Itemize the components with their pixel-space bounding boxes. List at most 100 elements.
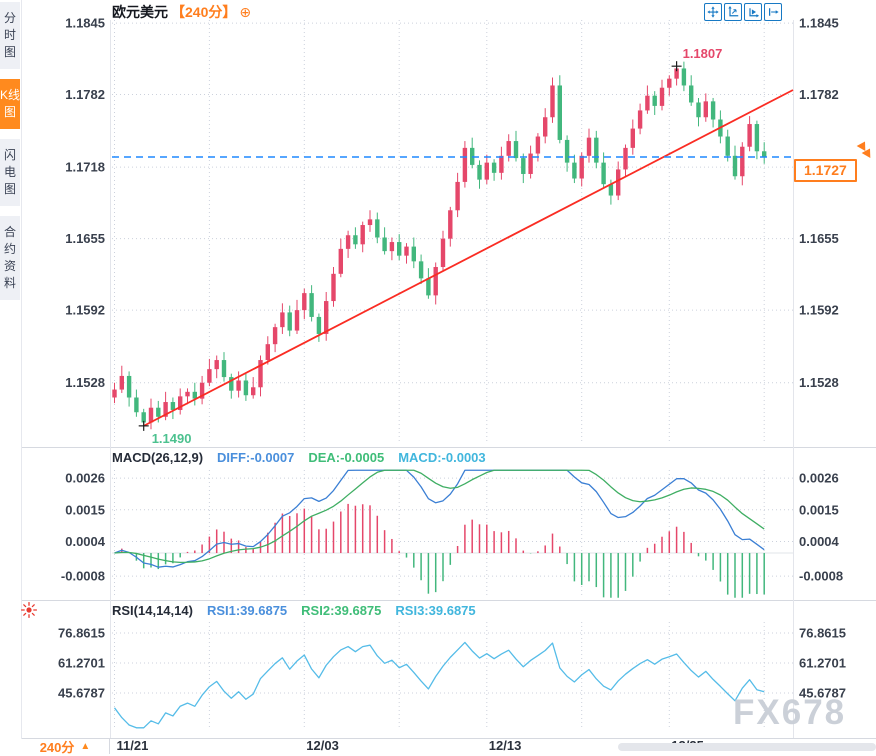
sidebar-tab-timeshare[interactable]: 分时图 — [0, 2, 20, 69]
axis-tick-label-right: 76.8615 — [799, 626, 846, 641]
axis-tick-label-left: 45.6787 — [58, 686, 105, 701]
axis-tick-label-left: -0.0008 — [61, 569, 105, 584]
rsi3-value: RSI3:39.6875 — [395, 603, 476, 618]
horizontal-scrollbar-thumb[interactable] — [618, 743, 876, 751]
candle-body — [192, 391, 197, 399]
candle-body — [294, 310, 300, 331]
candle-body — [477, 164, 482, 180]
move-icon[interactable] — [704, 3, 722, 21]
x-axis-date-label: 11/21 — [117, 738, 149, 753]
axis-tick-label-right: 1.1528 — [799, 375, 839, 390]
sidebar-tab-lightning[interactable]: 闪电图 — [0, 139, 20, 206]
axis-tick-label-right: 45.6787 — [799, 686, 846, 701]
fit-horizontal-axis-icon[interactable] — [744, 3, 762, 21]
candle-body — [134, 397, 139, 413]
candle-body — [594, 137, 599, 163]
candle-body — [112, 389, 117, 398]
candle-body — [762, 151, 767, 157]
candle-body — [681, 68, 687, 86]
macd-params-label: MACD(26,12,9) — [112, 450, 204, 465]
candle-body — [214, 360, 219, 370]
candle-body — [309, 293, 314, 317]
rsi-line — [113, 641, 765, 729]
candle-body — [535, 136, 541, 154]
add-indicator-icon[interactable]: ⊕ — [239, 4, 252, 20]
candle-body — [375, 219, 380, 238]
axis-tick-label-right: 1.1655 — [799, 231, 839, 246]
trendline[interactable] — [143, 89, 794, 427]
candle-body — [185, 391, 190, 397]
candle-body — [141, 412, 146, 423]
sidebar-tab-kline[interactable]: K线图 — [0, 79, 20, 129]
axis-tick-label-left: 1.1782 — [65, 87, 105, 102]
candle-body — [696, 102, 701, 118]
period-badge: 【240分】 — [171, 4, 237, 20]
x-axis-date-label: 12/03 — [306, 738, 339, 753]
candle-body — [287, 312, 292, 331]
candle-body — [397, 242, 402, 256]
candle-body — [674, 68, 679, 79]
candle-body — [564, 139, 570, 163]
candle-body — [236, 380, 241, 391]
blink-dot-icon — [20, 601, 38, 619]
axis-tick-label-right: 0.0015 — [799, 502, 839, 517]
candle-body — [747, 124, 752, 147]
x-axis-date-label: 12/13 — [489, 738, 522, 753]
candle-body — [367, 219, 373, 226]
watermark: FX678 — [733, 693, 847, 732]
pan-right-icon[interactable] — [764, 3, 782, 21]
macd-dea-value: DEA:-0.0005 — [308, 450, 385, 465]
candle-body — [243, 380, 249, 396]
candle-body — [338, 248, 343, 274]
axis-tick-label-left: 1.1718 — [65, 160, 105, 175]
axis-tick-label-right: -0.0008 — [799, 569, 843, 584]
candle-body — [433, 267, 438, 296]
candle-body — [331, 273, 336, 302]
candle-body — [659, 87, 665, 106]
candle-body — [557, 85, 562, 140]
candle-body — [623, 147, 628, 170]
macd-bar-value: MACD:-0.0003 — [398, 450, 486, 465]
axis-tick-label-left: 61.2701 — [58, 656, 105, 671]
candle-body — [251, 387, 256, 396]
candle-body — [528, 153, 533, 174]
candle-body — [418, 261, 424, 279]
candle-body — [703, 101, 708, 118]
candle-body — [667, 78, 672, 88]
axis-tick-label-left: 1.1528 — [65, 375, 105, 390]
chart-toolbar — [704, 3, 782, 21]
candle-body — [280, 312, 285, 328]
candle-body — [178, 396, 183, 410]
fit-vertical-axis-icon[interactable] — [724, 3, 742, 21]
rsi2-value: RSI2:39.6875 — [301, 603, 382, 618]
candle-body — [272, 327, 278, 345]
candle-body — [389, 242, 395, 252]
candle-body — [353, 235, 358, 245]
candle-body — [455, 181, 460, 211]
candle-body — [601, 162, 606, 185]
candle-body — [630, 128, 635, 148]
axis-tick-label-left: 1.1845 — [65, 16, 105, 31]
sidebar-tab-contract-info[interactable]: 合约资料 — [0, 216, 20, 300]
candle-body — [491, 162, 497, 173]
chevron-up-icon: ▲ — [80, 740, 91, 752]
candle-body — [572, 162, 577, 179]
candle-body — [258, 360, 263, 388]
candle-body — [710, 101, 716, 120]
candle-body — [645, 95, 650, 111]
axis-tick-label-left: 0.0015 — [65, 502, 105, 517]
candle-body — [148, 407, 154, 423]
candle-body — [170, 402, 176, 410]
macd-diff-line — [114, 469, 765, 568]
candle-body — [126, 375, 132, 398]
sidebar: 分时图 K线图 闪电图 合约资料 — [0, 0, 22, 754]
period-selector-button[interactable]: 240分 ▲ — [21, 739, 110, 755]
candle-body — [345, 235, 351, 249]
candle-body — [426, 278, 431, 296]
candle-body — [740, 146, 745, 177]
candle-body — [689, 85, 694, 103]
candle-body — [484, 162, 489, 180]
candle-body — [506, 141, 511, 156]
candle-body — [221, 360, 227, 378]
